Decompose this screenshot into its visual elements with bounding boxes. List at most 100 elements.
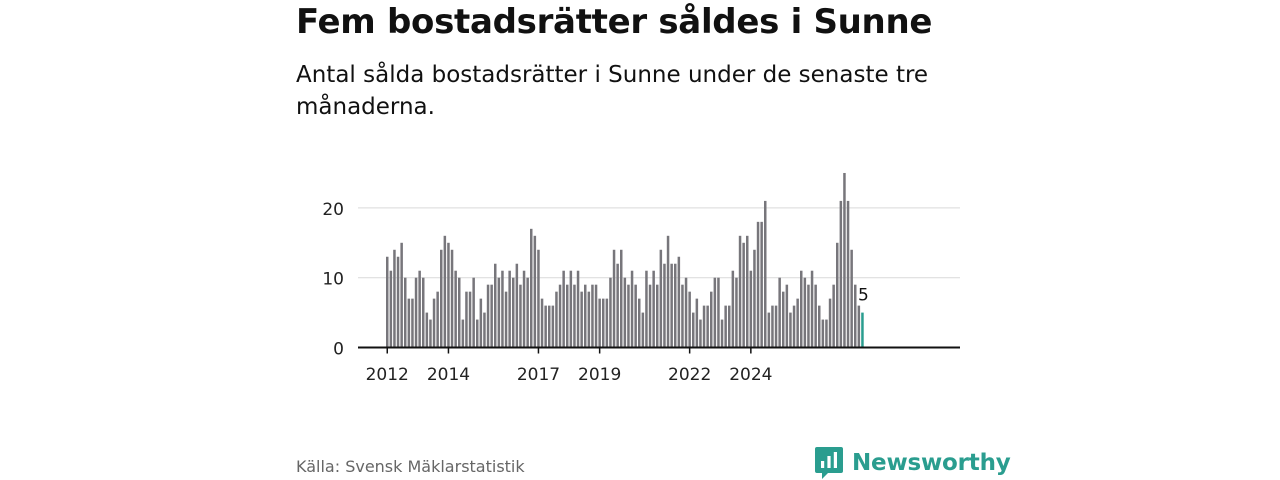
bar: [465, 291, 468, 348]
bar: [494, 263, 497, 348]
bar: [580, 291, 583, 348]
bar: [429, 319, 432, 348]
bar: [447, 242, 450, 348]
bar: [846, 200, 850, 348]
labels: 0 10 20 2012 2014 2017 2019 2022 2024 5: [322, 200, 869, 385]
bar: [627, 284, 630, 348]
bar: [717, 277, 720, 348]
bar: [684, 277, 688, 348]
bar: [468, 291, 472, 348]
bar: [818, 305, 821, 348]
bar: [738, 235, 742, 348]
bar: [440, 249, 443, 348]
bar: [836, 242, 839, 348]
bar: [666, 235, 670, 348]
bar: [756, 221, 760, 348]
bar: [854, 284, 857, 348]
bar: [472, 277, 475, 348]
bar: [526, 277, 529, 348]
bar: [692, 312, 695, 348]
bar: [573, 284, 576, 348]
bar: [630, 270, 634, 348]
bar: [515, 263, 519, 348]
bar: [800, 270, 803, 348]
bar: [720, 319, 724, 348]
bar: [425, 312, 429, 348]
bar: [605, 298, 609, 348]
axes: [358, 346, 960, 354]
bar: [555, 291, 558, 348]
bar: [688, 291, 691, 348]
bar: [486, 284, 490, 348]
y-tick-label: 20: [322, 200, 344, 220]
bar: [476, 319, 479, 348]
bar: [407, 298, 411, 348]
bar: [551, 305, 555, 348]
bar: [490, 284, 493, 348]
newsworthy-logo-icon: [815, 447, 843, 479]
bar: [702, 305, 706, 348]
bar: [796, 298, 799, 348]
bar: [414, 277, 418, 348]
bar: [587, 291, 591, 348]
bar: [638, 298, 641, 348]
bar: [576, 270, 580, 348]
bar: [432, 298, 436, 348]
bar: [659, 249, 663, 348]
bar: [418, 270, 421, 348]
bar: [713, 277, 717, 348]
bar: [634, 284, 637, 348]
bars: [386, 172, 864, 348]
bar: [742, 242, 745, 348]
bar: [436, 291, 439, 348]
bar: [533, 235, 537, 348]
bar: [674, 263, 677, 348]
bar: [558, 284, 562, 348]
chart-title: Fem bostadsrätter såldes i Sunne: [296, 2, 933, 42]
bar: [396, 256, 400, 348]
x-tick-label: 2014: [427, 365, 470, 385]
bar: [699, 319, 702, 348]
bar: [411, 298, 414, 348]
bar: [548, 305, 551, 348]
bar: [641, 312, 645, 348]
x-tick-label: 2022: [668, 365, 711, 385]
bar: [656, 284, 659, 348]
bar: [591, 284, 594, 348]
bar: [594, 284, 598, 348]
x-tick-label: 2017: [517, 365, 560, 385]
bar: [450, 249, 454, 348]
bar: [681, 284, 684, 348]
highlight-value-label: 5: [858, 286, 869, 306]
bar: [648, 284, 652, 348]
brand-name: Newsworthy: [852, 450, 1011, 476]
bar: [810, 270, 814, 348]
bar: [616, 263, 619, 348]
bar: [443, 235, 447, 348]
bar: [393, 249, 396, 348]
brand-logo[interactable]: Newsworthy: [814, 446, 1011, 480]
bar: [623, 277, 627, 348]
bar: [825, 319, 828, 348]
bar: [767, 312, 771, 348]
bar: [789, 312, 792, 348]
bar: [663, 263, 666, 348]
bar: [731, 270, 735, 348]
bar: [807, 284, 810, 348]
bar: [584, 284, 587, 348]
y-tick-label: 0: [333, 340, 344, 360]
bar: [598, 298, 601, 348]
bar: [821, 319, 825, 348]
bar: [530, 228, 533, 348]
bar: [695, 298, 699, 348]
bar: [454, 270, 457, 348]
bar: [569, 270, 573, 348]
bar: [652, 270, 655, 348]
bar: [386, 256, 389, 348]
bar: [540, 298, 544, 348]
x-tick-label: 2024: [729, 365, 772, 385]
bar: [782, 291, 785, 348]
chart-subtitle: Antal sålda bostadsrätter i Sunne under …: [296, 62, 929, 120]
bar: [728, 305, 731, 348]
bar: [785, 284, 789, 348]
